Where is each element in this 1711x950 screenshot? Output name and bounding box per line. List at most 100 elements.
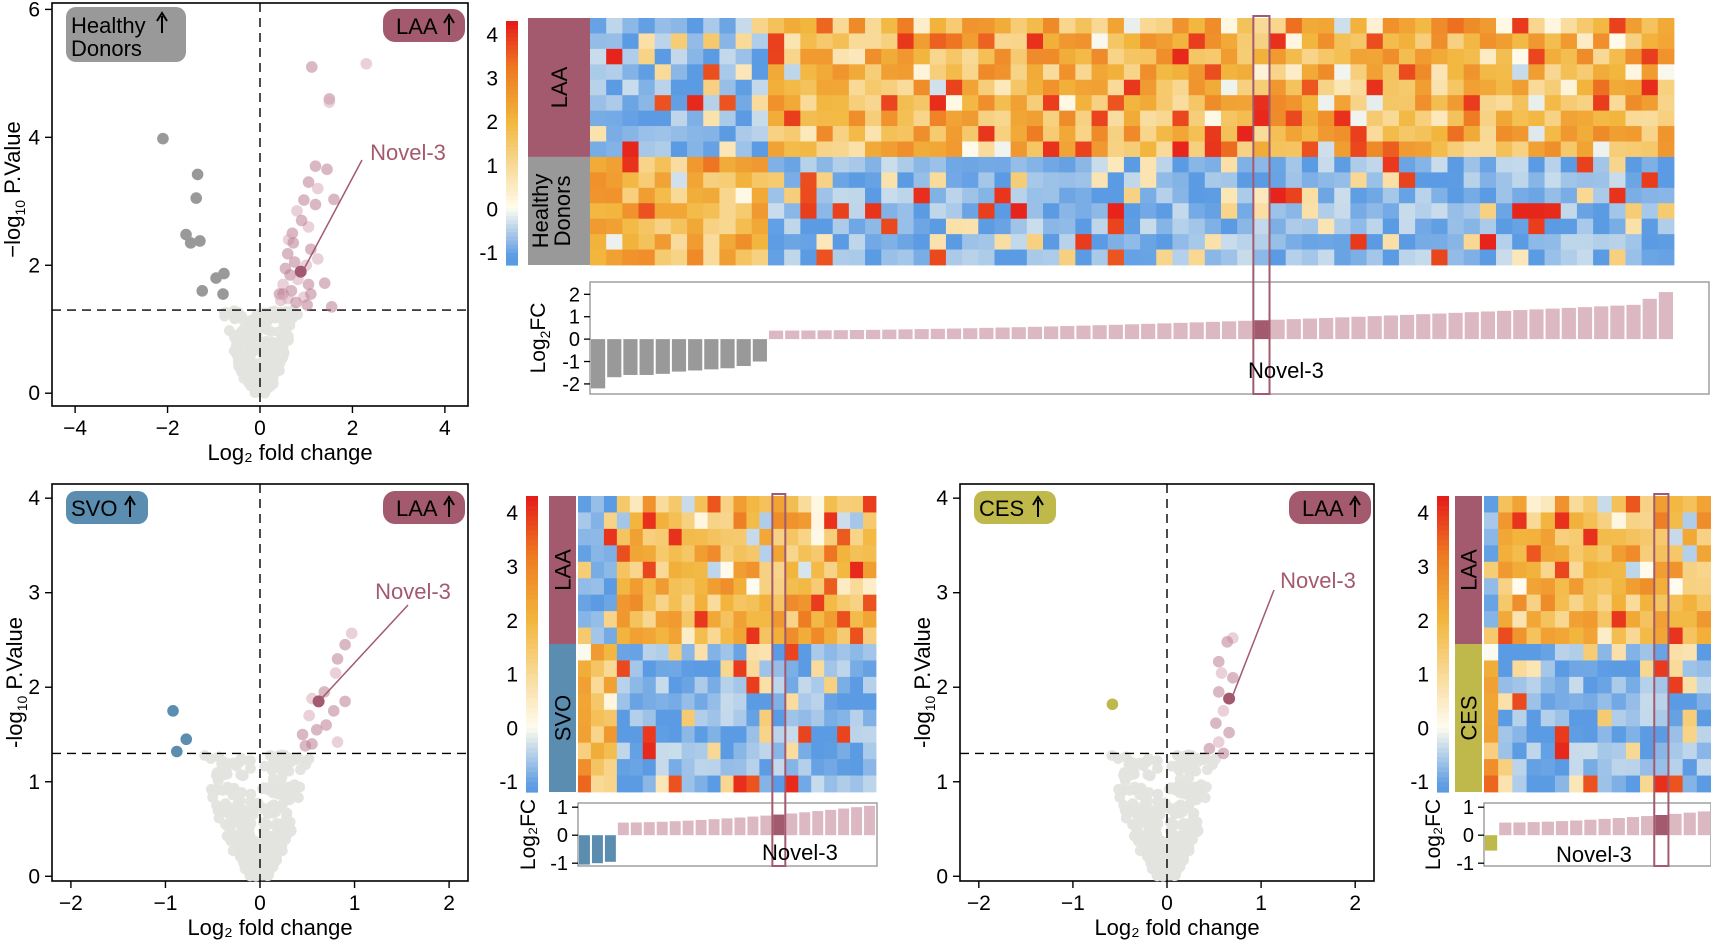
heatmap-cell	[1123, 249, 1141, 266]
heatmap-cell	[1301, 126, 1319, 142]
heatmap-cell	[1204, 33, 1222, 50]
colorbar-segment	[506, 53, 518, 59]
heatmap-cell	[1654, 660, 1669, 678]
nonsig-point	[1129, 781, 1141, 793]
heatmap-cell	[1431, 218, 1448, 235]
novel3-leader-line	[322, 604, 409, 698]
heatmap-cell	[733, 512, 747, 530]
heatmap-cell	[1075, 187, 1092, 204]
heatmap-cell	[881, 48, 898, 65]
heatmap-cell	[1318, 64, 1335, 81]
down-point	[217, 288, 229, 300]
heatmap-cell	[1498, 545, 1513, 563]
heatmap-cell	[800, 249, 817, 266]
heatmap-cell	[1526, 660, 1542, 678]
heatmap-cell	[1554, 578, 1570, 596]
colorbar-segment	[526, 663, 538, 670]
heatmap-cell	[1528, 126, 1545, 142]
heatmap-cell	[1625, 64, 1643, 81]
heatmap-cell	[1204, 172, 1222, 189]
heatmap-cell	[1188, 110, 1206, 127]
heatmap-cell	[1696, 775, 1711, 793]
heatmap-heatmap_hd: -101234LAAHealthyDonors-2-1012Log2FCNove…	[479, 15, 1710, 396]
colorbar-segment	[1437, 762, 1449, 768]
x-tick-label: −4	[63, 417, 87, 440]
heatmap-cell	[1657, 33, 1675, 50]
heatmap-cell	[1498, 644, 1513, 661]
heatmap-cell	[811, 528, 825, 546]
heatmap-cell	[1253, 249, 1270, 266]
heatmap-cell	[850, 775, 864, 793]
heatmap-cell	[638, 234, 656, 250]
heatmap-cell	[1026, 156, 1044, 173]
heatmap-cell	[1498, 578, 1513, 596]
heatmap-cell	[1560, 249, 1578, 266]
heatmap-cell	[578, 742, 592, 760]
colorbar-tick-label: 2	[486, 111, 498, 134]
heatmap-cell	[1091, 203, 1109, 220]
heatmap-cell	[1576, 79, 1594, 96]
heatmap-cell	[772, 709, 786, 727]
heatmap-cell	[1576, 95, 1594, 112]
heatmap-cell	[1382, 234, 1400, 250]
heatmap-cell	[720, 775, 734, 793]
heatmap-cell	[837, 611, 851, 628]
log2fc-bar	[1655, 814, 1668, 836]
heatmap-cell	[1512, 110, 1529, 127]
heatmap-cell	[784, 33, 801, 50]
heatmap-cell	[1560, 18, 1578, 34]
heatmap-cell	[629, 709, 644, 727]
heatmap-cell	[670, 249, 688, 266]
log2fc-bar	[1669, 813, 1682, 836]
heatmap-cell	[670, 172, 688, 189]
heatmap-cell	[1059, 141, 1076, 158]
heatmap-cell	[578, 775, 592, 793]
heatmap-cell	[1204, 249, 1222, 266]
heatmap-cell	[1512, 545, 1527, 563]
heatmap-cell	[850, 496, 864, 513]
heatmap-cell	[720, 726, 734, 744]
heatmap-cell	[1625, 512, 1641, 530]
heatmap-cell	[1641, 64, 1659, 81]
heatmap-cell	[655, 693, 670, 711]
heatmap-cell	[897, 172, 914, 189]
heatmap-cell	[1026, 218, 1044, 235]
heatmap-cell	[865, 79, 882, 96]
nonsig-point	[259, 864, 271, 876]
heatmap-cell	[1696, 561, 1711, 579]
log2fc-bar	[1221, 321, 1237, 340]
heatmap-cell	[1654, 644, 1669, 661]
heatmap-cell	[616, 660, 631, 678]
heatmap-cell	[759, 676, 773, 694]
heatmap-cell	[1334, 234, 1351, 250]
arrow-head	[1032, 495, 1044, 506]
heatmap-cell	[1220, 64, 1238, 81]
heatmap-cell	[1544, 95, 1562, 112]
log2fc-bar	[682, 820, 694, 836]
heatmap-cell	[1334, 33, 1351, 50]
colorbar-tick-label: 1	[486, 155, 498, 178]
colorbar-segment	[1437, 683, 1449, 689]
heatmap-cell	[622, 79, 639, 96]
heatmap-cell	[1498, 726, 1513, 744]
heatmap-cell	[962, 95, 979, 112]
heatmap-cell	[848, 110, 866, 127]
heatmap-cell	[1140, 48, 1157, 65]
heatmap-cell	[590, 759, 605, 776]
heatmap-cell	[865, 172, 882, 189]
heatmap-cell	[1382, 203, 1400, 220]
heatmap-cell	[785, 742, 799, 760]
heatmap-cell	[1382, 172, 1400, 189]
heatmap-cell	[622, 156, 639, 173]
heatmap-cell	[668, 759, 683, 776]
heatmap-cell	[1696, 512, 1711, 530]
heatmap-cell	[1540, 496, 1556, 513]
heatmap-cell	[578, 660, 592, 678]
heatmap-cell	[945, 79, 963, 96]
heatmap-cell	[1597, 528, 1613, 546]
nonsig-point	[1106, 750, 1118, 761]
heatmap-cell	[629, 496, 644, 513]
x-tick-label: 0	[254, 892, 266, 915]
heatmap-cell	[642, 611, 657, 628]
heatmap-cell	[642, 594, 657, 612]
